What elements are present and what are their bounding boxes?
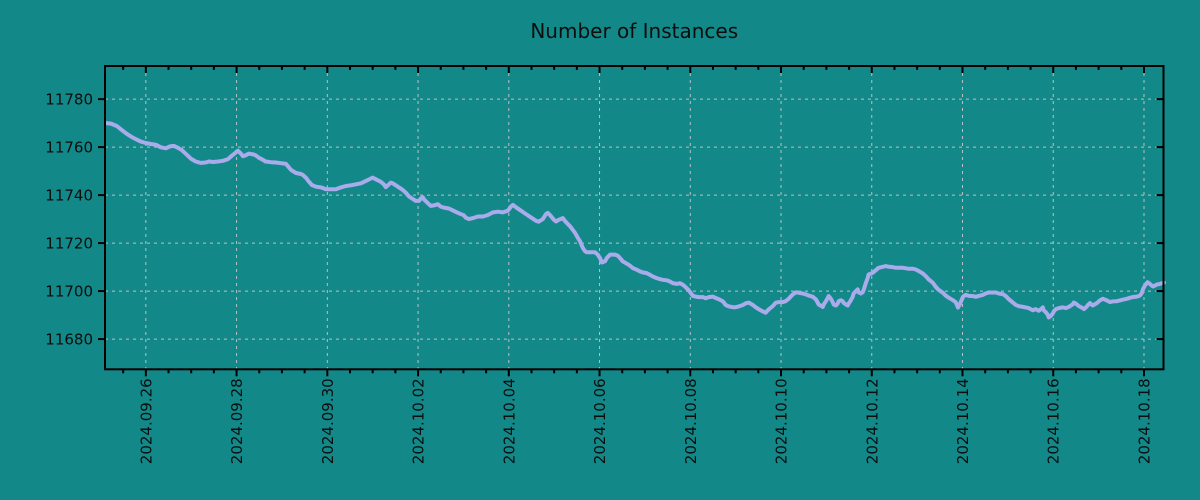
x-tick-label: 2024.10.16 bbox=[1045, 378, 1063, 464]
series-line bbox=[103, 121, 1166, 320]
x-tick-label: 2024.09.26 bbox=[137, 378, 155, 464]
x-tick-label: 2024.10.06 bbox=[591, 378, 609, 464]
plot-border bbox=[104, 65, 1165, 371]
x-tick-label: 2024.10.04 bbox=[500, 378, 518, 464]
y-tick-label: 11780 bbox=[45, 91, 93, 109]
x-tick-label: 2024.10.12 bbox=[863, 378, 881, 464]
gridlines bbox=[105, 66, 1164, 370]
y-tick-labels: 11680 11700 11720 11740 11760 11780 bbox=[45, 91, 93, 349]
axes-spines bbox=[104, 65, 1165, 371]
x-tick-label: 2024.10.10 bbox=[773, 378, 791, 464]
x-tick-label: 2024.10.14 bbox=[954, 378, 972, 464]
x-tick-label: 2024.09.30 bbox=[319, 378, 337, 464]
y-tick-label: 11680 bbox=[45, 331, 93, 349]
axis-ticks bbox=[98, 66, 1164, 377]
x-tick-labels: 2024.09.26 2024.09.28 2024.09.30 2024.10.02… bbox=[137, 378, 1153, 464]
y-tick-label: 11720 bbox=[45, 235, 93, 253]
x-tick-label: 2024.09.28 bbox=[228, 378, 246, 464]
x-tick-label: 2024.10.08 bbox=[682, 378, 700, 464]
x-tick-label: 2024.10.18 bbox=[1135, 378, 1153, 464]
chart-title: Number of Instances bbox=[530, 19, 738, 43]
y-tick-label: 11740 bbox=[45, 187, 93, 205]
y-tick-label: 11700 bbox=[45, 283, 93, 301]
x-tick-label: 2024.10.02 bbox=[410, 378, 428, 464]
y-tick-label: 11760 bbox=[45, 139, 93, 157]
